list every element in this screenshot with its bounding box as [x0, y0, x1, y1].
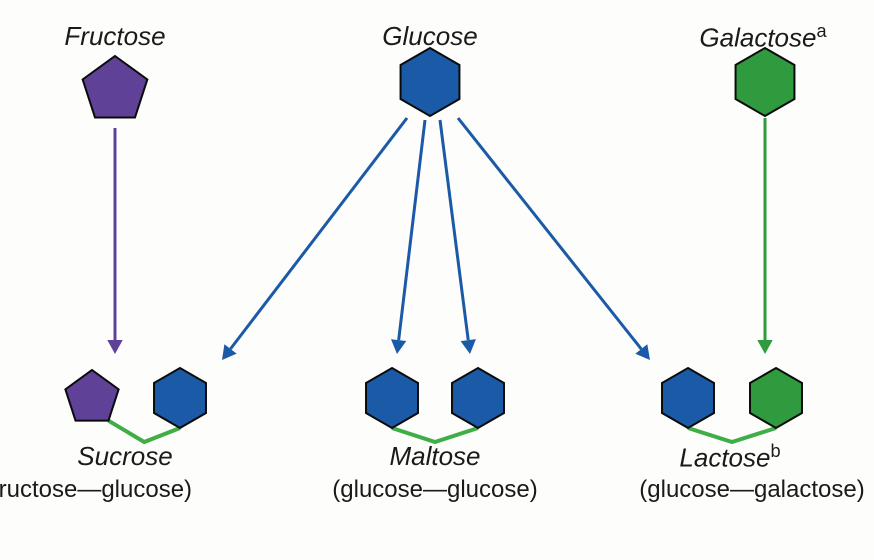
- label-sucrose: Sucrose: [77, 441, 172, 472]
- label-maltose-text: Maltose: [389, 441, 480, 471]
- arrowhead-2: [222, 344, 237, 360]
- node-fructose_top: [83, 56, 148, 118]
- diagram-canvas: Fructose Glucose Galactosea Sucrose (fru…: [0, 0, 874, 560]
- arrowhead-4: [461, 339, 476, 354]
- label-lactose-sub: (glucose—galactose): [639, 476, 864, 504]
- label-maltose-sub: (glucose—glucose): [332, 476, 537, 504]
- arrow-5: [458, 118, 641, 349]
- arrows-layer: [107, 118, 772, 360]
- node-maltose_hex_b: [452, 368, 504, 428]
- arrowhead-1: [757, 340, 772, 354]
- arrow-3: [399, 120, 425, 340]
- node-maltose_hex_a: [366, 368, 418, 428]
- label-sucrose-text: Sucrose: [77, 441, 172, 471]
- label-lactose-text: Lactose: [679, 443, 770, 473]
- label-maltose-sub-text: (glucose—glucose): [332, 476, 537, 503]
- label-lactose-sup: b: [770, 441, 780, 461]
- arrow-2: [231, 118, 407, 349]
- label-galactose: Galactosea: [699, 21, 826, 54]
- node-lactose_hex_a: [662, 368, 714, 428]
- label-sucrose-sub: (fructose—glucose): [0, 476, 192, 504]
- node-galactose_top: [736, 48, 795, 116]
- node-sucrose_pent: [65, 370, 118, 421]
- label-lactose: Lactoseb: [679, 441, 780, 474]
- label-galactose-sup: a: [816, 21, 826, 41]
- label-maltose: Maltose: [389, 441, 480, 472]
- arrow-4: [440, 120, 468, 340]
- node-lactose_hex_b: [750, 368, 802, 428]
- label-galactose-text: Galactose: [699, 23, 816, 53]
- label-glucose-text: Glucose: [382, 21, 477, 51]
- bonds-layer: [109, 421, 777, 442]
- nodes-layer: [65, 48, 802, 428]
- node-sucrose_hex: [154, 368, 206, 428]
- label-sucrose-sub-text: (fructose—glucose): [0, 476, 192, 503]
- label-fructose: Fructose: [64, 21, 165, 52]
- node-glucose_top: [401, 48, 460, 116]
- bond-lactose_hex_a-lactose_hex_b: [688, 428, 776, 442]
- arrowhead-3: [391, 339, 406, 354]
- label-fructose-text: Fructose: [64, 21, 165, 51]
- label-lactose-sub-text: (glucose—galactose): [639, 476, 864, 503]
- label-glucose: Glucose: [382, 21, 477, 52]
- arrowhead-0: [107, 340, 122, 354]
- bond-sucrose_pent-sucrose_hex: [109, 421, 181, 442]
- bond-maltose_hex_a-maltose_hex_b: [392, 428, 478, 442]
